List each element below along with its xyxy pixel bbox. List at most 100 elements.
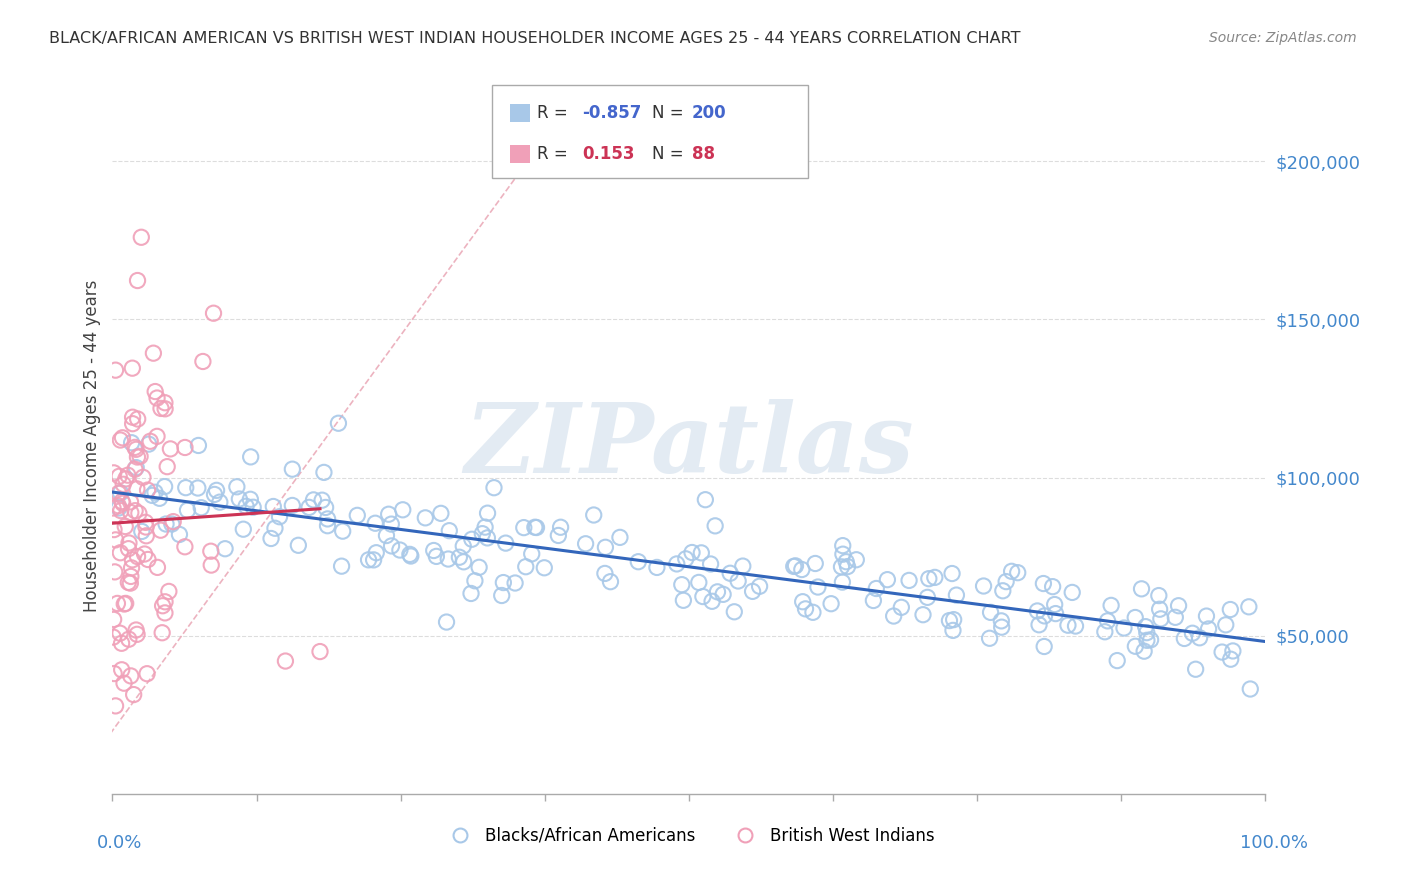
Point <box>138 437 160 451</box>
Point <box>399 547 422 561</box>
Point <box>136 552 159 566</box>
Point <box>104 565 127 579</box>
Point <box>1130 582 1153 596</box>
Point <box>665 557 688 571</box>
Point <box>174 481 197 495</box>
Point <box>1239 681 1261 696</box>
Point <box>169 527 191 541</box>
Point <box>837 559 859 574</box>
Point <box>547 528 569 542</box>
Point <box>898 574 921 588</box>
Point <box>711 587 734 601</box>
Point <box>103 612 125 626</box>
Point <box>675 551 697 566</box>
Point <box>464 574 486 588</box>
Point <box>122 688 145 702</box>
Point <box>125 460 148 475</box>
Text: 200: 200 <box>692 104 727 122</box>
Point <box>124 504 146 518</box>
Point <box>492 575 515 590</box>
Point <box>723 605 745 619</box>
Point <box>1107 654 1129 668</box>
Point <box>141 488 163 502</box>
Point <box>128 507 150 521</box>
Point <box>107 499 129 513</box>
Point <box>107 486 129 500</box>
Point <box>627 555 650 569</box>
Point <box>174 441 197 455</box>
Text: 0.0%: 0.0% <box>97 834 142 852</box>
Point <box>461 533 484 547</box>
Point <box>924 570 946 584</box>
Point <box>790 562 813 576</box>
Point <box>136 666 159 681</box>
Point <box>153 480 176 494</box>
Point <box>150 625 173 640</box>
Point <box>1149 602 1171 616</box>
Point <box>1125 640 1147 654</box>
Point <box>357 553 380 567</box>
Point <box>269 509 291 524</box>
Point <box>520 547 543 561</box>
Point <box>704 519 727 533</box>
Point <box>111 431 134 445</box>
Point <box>1184 662 1206 676</box>
Point <box>110 636 132 650</box>
Point <box>155 516 177 531</box>
Point <box>309 644 332 658</box>
Point <box>513 521 536 535</box>
Point <box>214 541 236 556</box>
Point <box>125 482 148 496</box>
Point <box>911 607 934 622</box>
Point <box>150 401 173 416</box>
Point <box>862 593 884 607</box>
Point <box>157 584 180 599</box>
Point <box>139 434 162 449</box>
Point <box>1219 602 1241 616</box>
Point <box>1000 564 1022 578</box>
Point <box>110 546 132 560</box>
Point <box>176 503 198 517</box>
Point <box>482 481 505 495</box>
Point <box>332 524 354 538</box>
Point <box>1150 612 1173 626</box>
Point <box>1215 617 1237 632</box>
Point <box>1064 619 1087 633</box>
Point <box>533 561 555 575</box>
Point <box>298 500 321 515</box>
Text: N =: N = <box>652 145 689 162</box>
Point <box>121 361 143 376</box>
Point <box>699 557 721 571</box>
Point <box>523 520 546 534</box>
Point <box>108 500 131 515</box>
Point <box>672 593 695 607</box>
Point <box>380 539 402 553</box>
Point <box>104 363 127 377</box>
Point <box>380 517 402 532</box>
Point <box>718 566 741 581</box>
Point <box>477 531 499 545</box>
Point <box>731 559 754 574</box>
Point <box>135 520 157 534</box>
Point <box>1043 598 1066 612</box>
Point <box>328 417 350 431</box>
Point <box>190 500 212 515</box>
Point <box>205 483 228 498</box>
Point <box>973 579 995 593</box>
Point <box>845 553 868 567</box>
Point <box>136 483 159 497</box>
Point <box>593 566 616 581</box>
Point <box>876 573 898 587</box>
Point <box>835 555 858 569</box>
Point <box>330 559 353 574</box>
Point <box>1062 585 1084 599</box>
Point <box>453 555 475 569</box>
Point <box>200 544 222 558</box>
Point <box>1222 644 1244 658</box>
Point <box>315 500 337 515</box>
Point <box>503 576 526 591</box>
Point <box>117 541 139 556</box>
Point <box>232 522 254 536</box>
Point <box>114 472 136 486</box>
Point <box>110 433 132 447</box>
